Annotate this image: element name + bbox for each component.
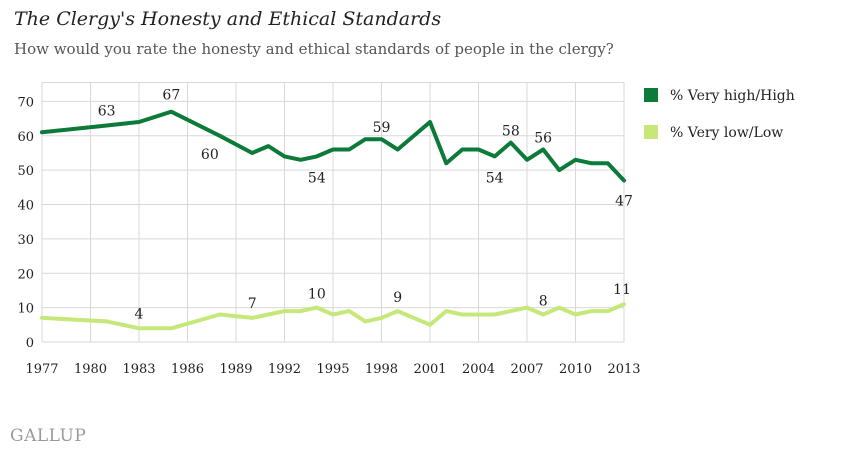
x-tick-label: 2004 xyxy=(462,362,495,377)
data-label: 11 xyxy=(613,282,631,298)
data-label: 58 xyxy=(502,124,520,140)
series-line-very-low xyxy=(40,302,626,331)
x-tick-label: 2010 xyxy=(559,362,592,377)
chart-title: The Clergy's Honesty and Ethical Standar… xyxy=(14,8,442,30)
x-tick-label: 1995 xyxy=(316,362,349,377)
data-label: 7 xyxy=(248,296,257,312)
data-label: 8 xyxy=(539,294,548,310)
data-label: 54 xyxy=(308,170,326,186)
data-label: 63 xyxy=(98,103,116,119)
chart-subtitle: How would you rate the honesty and ethic… xyxy=(14,40,614,58)
data-label: 54 xyxy=(486,170,504,186)
y-tick-label: 40 xyxy=(17,199,34,214)
data-label: 60 xyxy=(201,147,219,163)
data-label: 4 xyxy=(135,306,144,322)
x-tick-label: 1989 xyxy=(219,362,252,377)
x-tick-label: 1977 xyxy=(25,362,58,377)
legend-swatch-very-low xyxy=(644,125,658,139)
data-label: 9 xyxy=(393,290,402,306)
data-label: 56 xyxy=(534,131,552,147)
data-label: 59 xyxy=(373,120,391,136)
legend-label-very-low: % Very low/Low xyxy=(670,125,783,141)
x-tick-label: 2007 xyxy=(510,362,543,377)
y-tick-label: 50 xyxy=(17,164,34,179)
gallup-logo: GALLUP xyxy=(10,426,87,446)
series-lines xyxy=(40,109,626,331)
x-tick-label: 2001 xyxy=(413,362,446,377)
y-tick-label: 60 xyxy=(17,130,34,145)
data-label: 67 xyxy=(162,88,180,104)
y-tick-label: 20 xyxy=(17,267,34,282)
x-tick-label: 1986 xyxy=(171,362,204,377)
y-tick-label: 30 xyxy=(17,233,34,248)
y-tick-label: 70 xyxy=(17,95,34,110)
axis-ticks: 0 10 20 30 40 50 60 70 1977 1980 1983 1986 1989 1992 1… xyxy=(17,95,640,377)
legend: % Very high/High % Very low/Low xyxy=(644,88,795,141)
x-tick-label: 1983 xyxy=(122,362,155,377)
legend-swatch-very-high xyxy=(644,88,658,102)
x-tick-label: 1992 xyxy=(268,362,301,377)
x-tick-label: 1998 xyxy=(365,362,398,377)
data-label: 10 xyxy=(308,287,326,303)
x-tick-label: 1980 xyxy=(74,362,107,377)
y-tick-label: 0 xyxy=(26,336,34,351)
y-tick-label: 10 xyxy=(17,302,34,317)
x-tick-label: 2013 xyxy=(607,362,640,377)
legend-label-very-high: % Very high/High xyxy=(670,88,795,104)
data-label: 47 xyxy=(615,193,633,209)
series-line-very-high xyxy=(40,109,626,183)
